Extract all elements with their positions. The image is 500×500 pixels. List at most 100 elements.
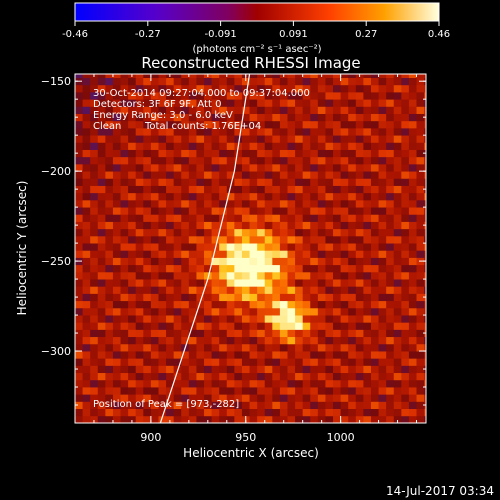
heatmap-cell (150, 171, 159, 179)
heatmap-cell (333, 214, 342, 222)
heatmap-cell (287, 250, 296, 258)
y-axis-ticks: −150−200−250−300 (41, 75, 426, 424)
heatmap-cell (333, 163, 342, 172)
heatmap-cell (333, 192, 342, 201)
heatmap-cell (348, 77, 357, 86)
heatmap-cell (143, 235, 152, 244)
heatmap-cell (424, 214, 426, 222)
heatmap-cell (249, 135, 258, 143)
heatmap-cell (150, 235, 159, 244)
heatmap-cell (355, 142, 364, 150)
heatmap-cell (279, 343, 288, 352)
heatmap-cell (340, 379, 349, 388)
heatmap-cell (386, 300, 395, 309)
heatmap-cell (75, 99, 83, 107)
heatmap-cell (211, 199, 220, 208)
heatmap-cell (105, 74, 114, 78)
heatmap-cell (188, 250, 197, 258)
heatmap-cell (204, 300, 213, 309)
heatmap-cell (378, 257, 387, 266)
heatmap-cell (333, 113, 342, 122)
heatmap-cell (257, 149, 266, 158)
heatmap-cell (310, 142, 319, 150)
heatmap-cell (264, 394, 273, 402)
heatmap-cell (173, 84, 182, 93)
heatmap-cell (340, 91, 349, 100)
heatmap-cell (302, 243, 311, 251)
heatmap-cell (325, 235, 334, 244)
heatmap-cell (211, 351, 220, 359)
heatmap-cell (204, 264, 213, 273)
heatmap-cell (188, 106, 197, 114)
heatmap-cell (105, 271, 114, 280)
heatmap-cell (112, 120, 121, 129)
heatmap-cell (181, 286, 190, 294)
heatmap-cell (370, 106, 379, 114)
heatmap-cell (333, 286, 342, 294)
heatmap-cell (204, 250, 213, 258)
heatmap-cell (173, 228, 182, 237)
heatmap-cell (97, 185, 106, 194)
heatmap-cell (378, 199, 387, 208)
heatmap-cell (150, 156, 159, 165)
heatmap-cell (112, 257, 121, 266)
heatmap-cell (166, 120, 175, 129)
heatmap-cell (97, 329, 106, 338)
heatmap-cell (317, 387, 326, 395)
heatmap-cell (143, 293, 152, 302)
heatmap-cell (82, 127, 91, 136)
heatmap-cell (416, 106, 425, 114)
heatmap-cell (408, 178, 417, 186)
heatmap-cell (355, 221, 364, 230)
heatmap-cell (340, 113, 349, 122)
heatmap-cell (219, 127, 228, 136)
heatmap-cell (348, 379, 357, 388)
heatmap-cell (325, 322, 334, 330)
heatmap-cell (325, 163, 334, 172)
heatmap-cell (181, 135, 190, 143)
heatmap-cell (112, 379, 121, 388)
heatmap-cell (416, 307, 425, 316)
heatmap-cell (143, 250, 152, 258)
heatmap-cell (75, 221, 83, 230)
heatmap-cell (370, 322, 379, 330)
heatmap-cell (333, 307, 342, 316)
heatmap-cell (295, 74, 304, 78)
heatmap-cell (333, 74, 342, 78)
heatmap-cell (166, 293, 175, 302)
heatmap-cell (143, 99, 152, 107)
heatmap-cell (416, 379, 425, 388)
heatmap-cell (257, 279, 266, 287)
heatmap-cell (416, 192, 425, 201)
heatmap-cell (348, 84, 357, 93)
heatmap-cell (408, 401, 417, 410)
heatmap-cell (257, 264, 266, 273)
heatmap-cell (143, 271, 152, 280)
heatmap-cell (105, 77, 114, 86)
heatmap-cell (158, 351, 167, 359)
heatmap-cell (249, 91, 258, 100)
heatmap-cell (241, 387, 250, 395)
heatmap-cell (424, 336, 426, 345)
heatmap-cell (401, 307, 410, 316)
heatmap-cell (302, 221, 311, 230)
heatmap-cell (348, 235, 357, 244)
heatmap-cell (317, 156, 326, 165)
heatmap-cell (416, 329, 425, 338)
heatmap-cell (188, 415, 197, 423)
heatmap-cell (279, 163, 288, 172)
heatmap-cell (393, 99, 402, 107)
heatmap-cell (75, 264, 83, 273)
heatmap-cell (219, 235, 228, 244)
heatmap-cell (264, 74, 273, 78)
heatmap-cell (82, 387, 91, 395)
heatmap-cell (317, 336, 326, 345)
heatmap-cell (82, 156, 91, 165)
heatmap-cell (90, 322, 99, 330)
heatmap-cell (241, 293, 250, 302)
heatmap-cell (128, 84, 137, 93)
heatmap-cell (279, 221, 288, 230)
heatmap-cell (333, 149, 342, 158)
heatmap-cell (181, 142, 190, 150)
heatmap-cell (378, 142, 387, 150)
